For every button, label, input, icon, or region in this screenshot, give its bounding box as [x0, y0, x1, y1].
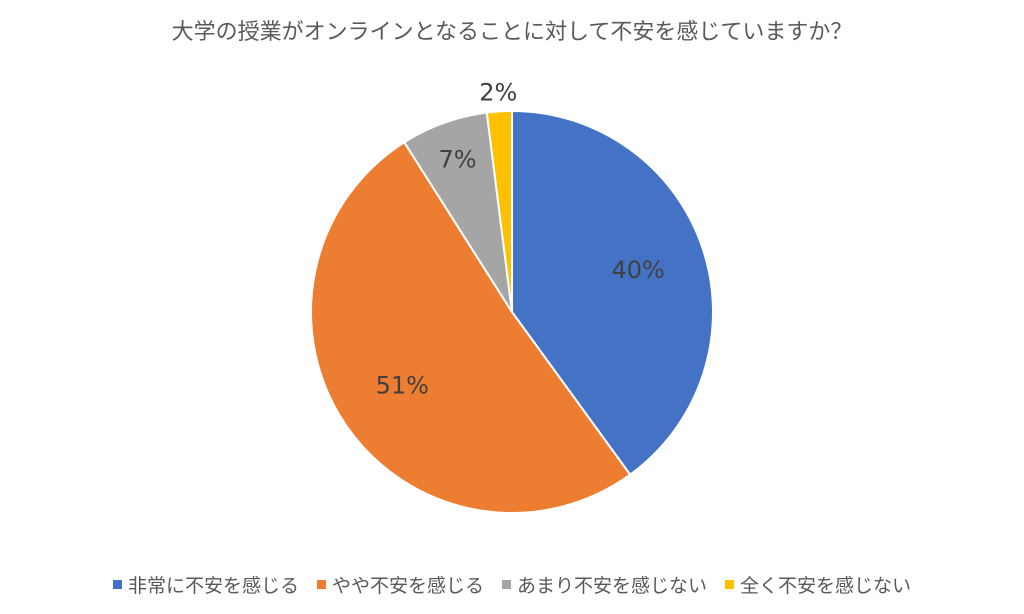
legend-label-2: あまり不安を感じない [517, 575, 708, 597]
legend-swatch-3 [725, 580, 735, 589]
legend: 非常に不安を感じる やや不安を感じる あまり不安を感じない 全く不安を感じない [0, 571, 1024, 598]
legend-swatch-1 [316, 580, 326, 589]
chart-title: 大学の授業がオンラインとなることに対して不安を感じていますか？ [171, 20, 853, 45]
pie-data-labels: 40% 51% 7% 2% [376, 78, 665, 399]
slice-not-anxious-at-all [485, 109, 513, 313]
legend-label-1: やや不安を感じる [331, 575, 484, 597]
legend-item-2: あまり不安を感じない [502, 571, 707, 598]
slice-very-anxious [511, 109, 714, 477]
legend-swatch-0 [112, 580, 122, 589]
data-label-0: 40% [611, 256, 664, 284]
legend-swatch-2 [502, 580, 511, 589]
slice-somewhat-anxious [310, 140, 632, 514]
pie-slices [310, 109, 714, 514]
legend-label-0: 非常に不安を感じる [127, 575, 299, 597]
legend-item-1: やや不安を感じる [316, 571, 484, 598]
data-label-1: 51% [376, 372, 429, 400]
data-label-2: 7% [438, 146, 476, 174]
data-label-3: 2% [479, 78, 517, 106]
legend-label-3: 全く不安を感じない [740, 575, 912, 597]
legend-item-3: 全く不安を感じない [725, 571, 911, 598]
legend-item-0: 非常に不安を感じる [112, 571, 299, 598]
